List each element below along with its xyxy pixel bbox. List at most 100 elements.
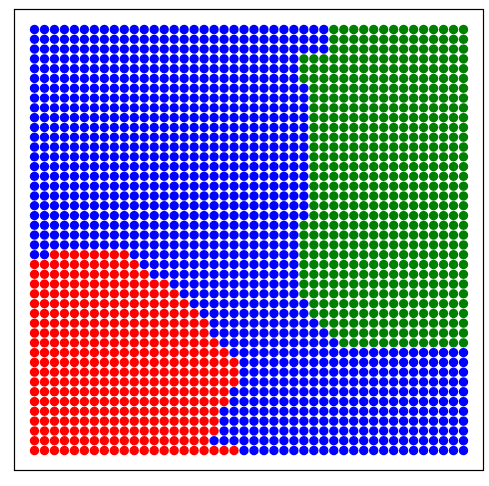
scatter-point-red xyxy=(199,406,209,417)
scatter-point-blue xyxy=(249,298,259,309)
scatter-point-red xyxy=(79,328,90,338)
scatter-point-blue xyxy=(159,210,169,221)
scatter-point-red xyxy=(69,289,80,299)
scatter-point-green xyxy=(458,171,469,182)
scatter-point-blue xyxy=(259,416,269,426)
scatter-point-green xyxy=(448,24,459,35)
scatter-point-blue xyxy=(269,201,279,211)
scatter-point-blue xyxy=(279,377,289,387)
scatter-point-blue xyxy=(169,103,179,113)
scatter-point-blue xyxy=(129,161,139,172)
scatter-point-green xyxy=(309,230,319,240)
scatter-point-blue xyxy=(219,328,229,338)
scatter-point-blue xyxy=(339,396,349,407)
scatter-point-blue xyxy=(209,142,219,152)
scatter-point-blue xyxy=(209,308,219,319)
scatter-point-green xyxy=(339,44,349,54)
scatter-point-blue xyxy=(179,240,189,250)
scatter-point-blue xyxy=(199,298,209,309)
scatter-point-red xyxy=(159,289,169,299)
scatter-point-green xyxy=(319,54,329,64)
scatter-point-blue xyxy=(79,24,90,35)
scatter-point-green xyxy=(458,181,469,191)
scatter-point-green xyxy=(378,289,389,299)
scatter-point-red xyxy=(89,416,100,426)
scatter-point-blue xyxy=(59,220,70,231)
scatter-point-blue xyxy=(458,377,469,387)
scatter-point-red xyxy=(109,406,120,417)
scatter-point-blue xyxy=(269,328,279,338)
scatter-point-blue xyxy=(319,445,329,456)
scatter-point-blue xyxy=(378,445,389,456)
scatter-point-red xyxy=(69,308,80,319)
scatter-point-green xyxy=(428,308,439,319)
scatter-point-green xyxy=(309,269,319,279)
scatter-point-red xyxy=(49,377,60,387)
scatter-point-blue xyxy=(219,220,229,231)
scatter-point-green xyxy=(378,230,389,240)
scatter-point-green xyxy=(438,152,449,162)
scatter-point-green xyxy=(378,54,389,64)
scatter-point-red xyxy=(99,357,110,368)
scatter-point-blue xyxy=(179,279,189,289)
scatter-point-green xyxy=(339,34,349,44)
scatter-point-red xyxy=(109,347,120,358)
scatter-point-blue xyxy=(129,112,139,123)
scatter-point-red xyxy=(199,318,209,328)
scatter-point-blue xyxy=(438,416,449,426)
scatter-point-blue xyxy=(189,122,199,133)
scatter-point-blue xyxy=(69,161,80,172)
scatter-point-blue xyxy=(239,103,249,113)
scatter-point-blue xyxy=(279,259,289,270)
scatter-point-green xyxy=(428,338,439,348)
scatter-point-green xyxy=(329,201,339,211)
scatter-point-blue xyxy=(249,318,259,328)
scatter-point-blue xyxy=(139,181,149,191)
scatter-point-blue xyxy=(159,220,169,231)
scatter-point-green xyxy=(418,240,429,250)
scatter-point-green xyxy=(359,63,369,74)
scatter-point-blue xyxy=(289,191,299,201)
scatter-point-red xyxy=(59,259,70,270)
scatter-point-blue xyxy=(229,249,239,260)
scatter-point-green xyxy=(329,279,339,289)
scatter-point-red xyxy=(29,318,40,328)
scatter-point-blue xyxy=(29,249,40,260)
scatter-point-blue xyxy=(229,220,239,231)
scatter-point-blue xyxy=(249,338,259,348)
scatter-point-blue xyxy=(239,220,249,231)
scatter-point-red xyxy=(89,279,100,289)
scatter-point-blue xyxy=(59,142,70,152)
scatter-point-blue xyxy=(319,367,329,377)
scatter-point-blue xyxy=(438,436,449,446)
scatter-point-green xyxy=(388,210,399,221)
scatter-point-blue xyxy=(249,201,259,211)
scatter-point-blue xyxy=(59,83,70,93)
scatter-point-red xyxy=(129,416,139,426)
scatter-point-blue xyxy=(269,240,279,250)
scatter-point-green xyxy=(388,142,399,152)
scatter-point-green xyxy=(309,220,319,231)
scatter-point-green xyxy=(309,132,319,142)
scatter-point-green xyxy=(378,24,389,35)
scatter-point-blue xyxy=(79,201,90,211)
scatter-point-blue xyxy=(388,367,399,377)
scatter-point-red xyxy=(89,426,100,436)
scatter-point-red xyxy=(179,338,189,348)
scatter-point-blue xyxy=(179,269,189,279)
scatter-point-red xyxy=(69,406,80,417)
scatter-point-green xyxy=(398,152,409,162)
scatter-point-blue xyxy=(329,396,339,407)
scatter-point-blue xyxy=(139,249,149,260)
scatter-point-blue xyxy=(229,259,239,270)
scatter-point-red xyxy=(49,416,60,426)
scatter-point-green xyxy=(458,308,469,319)
scatter-point-blue xyxy=(289,338,299,348)
scatter-point-green xyxy=(438,210,449,221)
scatter-point-green xyxy=(309,161,319,172)
scatter-point-red xyxy=(109,249,120,260)
scatter-point-green xyxy=(418,298,429,309)
scatter-point-green xyxy=(448,122,459,133)
scatter-point-blue xyxy=(79,103,90,113)
scatter-point-blue xyxy=(249,328,259,338)
